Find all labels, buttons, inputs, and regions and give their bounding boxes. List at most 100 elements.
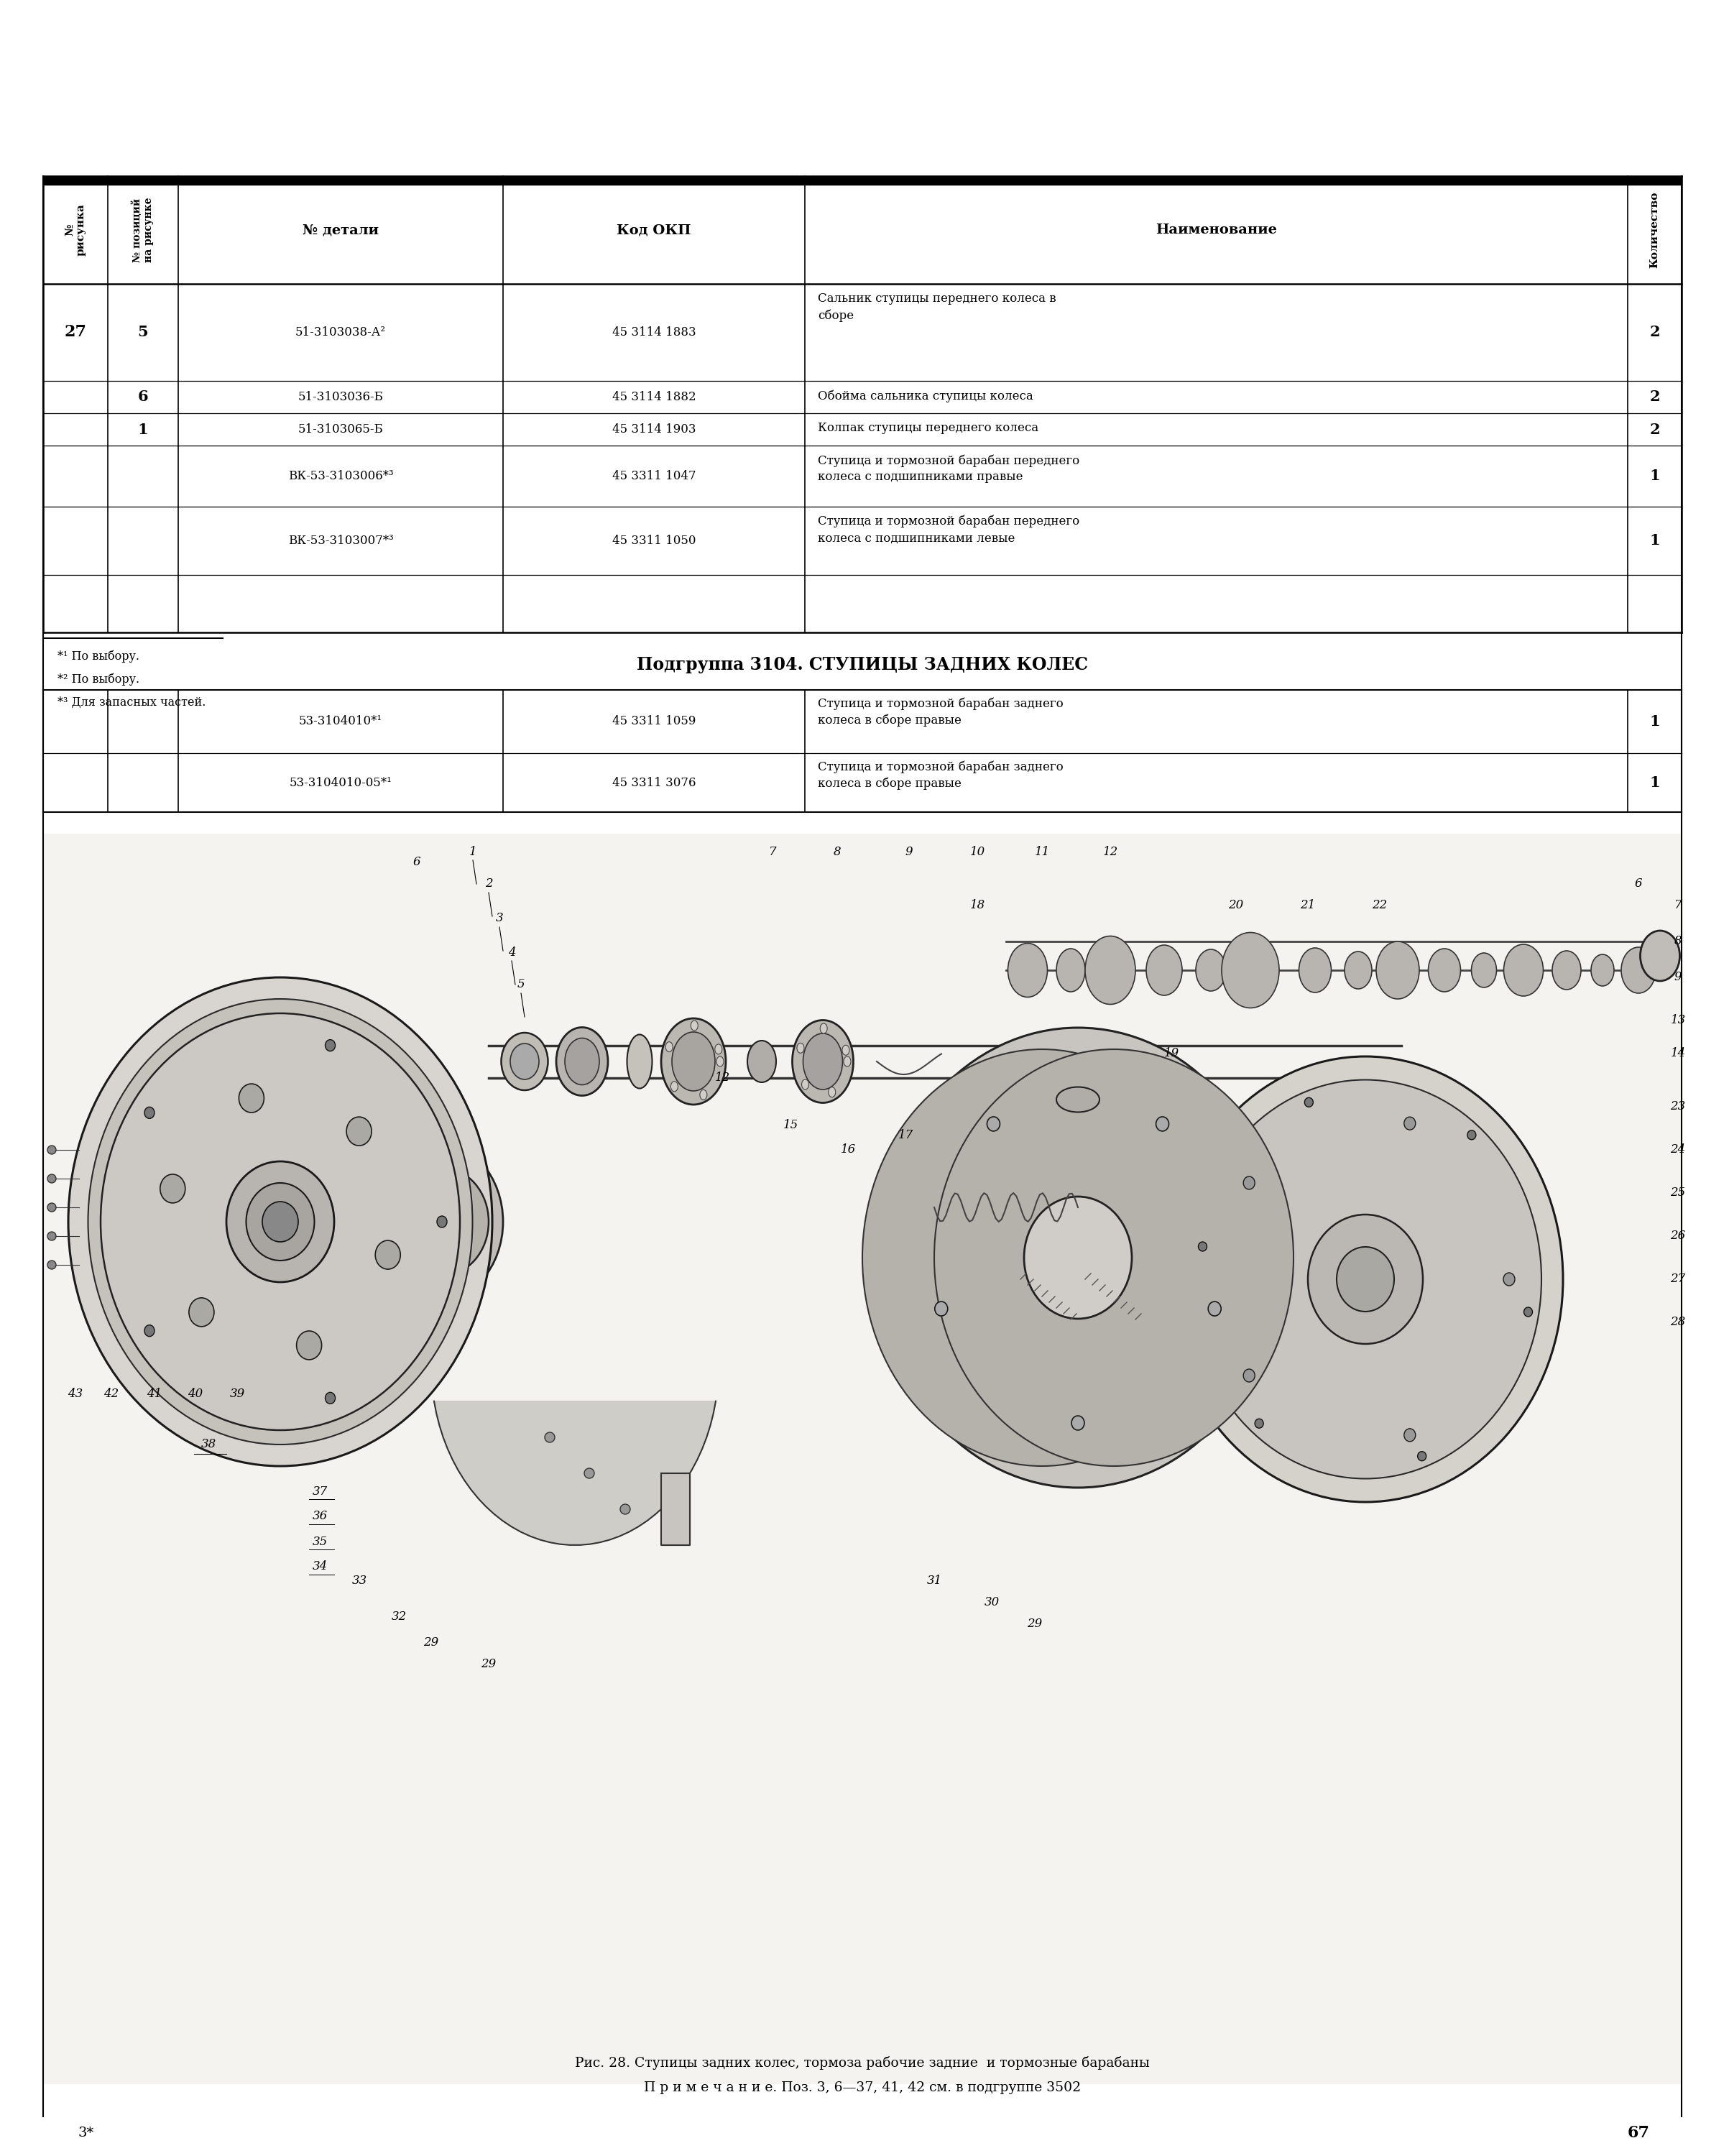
Text: Ступица и тормозной барабан переднего
колеса с подшипниками правые: Ступица и тормозной барабан переднего ко…	[818, 455, 1079, 483]
Ellipse shape	[188, 1298, 214, 1326]
Ellipse shape	[296, 1330, 322, 1360]
Ellipse shape	[1056, 949, 1086, 992]
Text: 1: 1	[469, 845, 477, 858]
Text: 11: 11	[1034, 845, 1050, 858]
Text: 32: 32	[391, 1611, 406, 1623]
Text: 1: 1	[1649, 470, 1660, 483]
Text: П р и м е ч а н и е. Поз. 3, 6—37, 41, 42 см. в подгруппе 3502: П р и м е ч а н и е. Поз. 3, 6—37, 41, 4…	[643, 2081, 1081, 2093]
Text: 29: 29	[424, 1636, 439, 1647]
Text: 43: 43	[67, 1388, 83, 1401]
Ellipse shape	[1418, 1451, 1426, 1462]
Ellipse shape	[226, 1162, 334, 1283]
Ellipse shape	[1622, 946, 1656, 994]
Ellipse shape	[47, 1175, 55, 1184]
Text: 45 3114 1883: 45 3114 1883	[612, 326, 695, 338]
Text: ВК-53-3103006*³: ВК-53-3103006*³	[289, 470, 392, 483]
Ellipse shape	[621, 1505, 631, 1514]
Ellipse shape	[565, 1039, 600, 1084]
Text: 10: 10	[970, 845, 986, 858]
Ellipse shape	[877, 1028, 1279, 1488]
Ellipse shape	[1591, 955, 1613, 985]
Text: 45 3311 3076: 45 3311 3076	[612, 776, 695, 789]
Ellipse shape	[628, 1035, 652, 1089]
Text: 16: 16	[840, 1143, 856, 1156]
Ellipse shape	[346, 1117, 372, 1145]
Text: 1: 1	[138, 423, 149, 436]
Ellipse shape	[396, 1169, 489, 1276]
Ellipse shape	[844, 1056, 851, 1067]
Text: *³ Для запасных частей.: *³ Для запасных частей.	[57, 696, 206, 709]
Text: 45 3114 1882: 45 3114 1882	[612, 390, 695, 403]
Text: 41: 41	[147, 1388, 163, 1401]
Ellipse shape	[325, 1393, 335, 1404]
Text: 21: 21	[1300, 899, 1316, 912]
Ellipse shape	[802, 1033, 842, 1089]
Text: Обойма сальника ступицы колеса: Обойма сальника ступицы колеса	[818, 390, 1034, 401]
Text: 3: 3	[496, 912, 503, 925]
Text: Ступица и тормозной барабан переднего
колеса с подшипниками левые: Ступица и тормозной барабан переднего ко…	[818, 515, 1079, 543]
Bar	[43, 834, 1682, 2085]
Polygon shape	[434, 1401, 716, 1546]
Text: 45 3311 1047: 45 3311 1047	[612, 470, 695, 483]
Ellipse shape	[797, 1044, 804, 1052]
Text: 12: 12	[714, 1072, 730, 1084]
Ellipse shape	[1404, 1429, 1416, 1442]
Ellipse shape	[934, 1050, 1293, 1466]
Ellipse shape	[557, 1028, 609, 1095]
Text: 28: 28	[1670, 1315, 1686, 1328]
Text: 34: 34	[313, 1561, 327, 1574]
Text: 8: 8	[833, 845, 840, 858]
Text: 13: 13	[1670, 1015, 1686, 1026]
Ellipse shape	[1307, 1214, 1423, 1343]
Ellipse shape	[1255, 1419, 1264, 1427]
Ellipse shape	[1146, 944, 1183, 996]
Text: 6: 6	[138, 390, 149, 405]
Text: 23: 23	[1670, 1100, 1686, 1112]
Ellipse shape	[1641, 931, 1681, 981]
Text: Ступица и тормозной барабан заднего
колеса в сборе правые: Ступица и тормозной барабан заднего коле…	[818, 696, 1063, 727]
Ellipse shape	[1345, 951, 1371, 990]
Text: 38: 38	[201, 1438, 216, 1451]
Ellipse shape	[1305, 1097, 1312, 1106]
Text: Рис. 28. Ступицы задних колес, тормоза рабочие задние  и тормозные барабаны: Рис. 28. Ступицы задних колес, тормоза р…	[576, 2057, 1150, 2070]
Text: 39: 39	[230, 1388, 246, 1401]
Ellipse shape	[325, 1039, 335, 1052]
Text: 9: 9	[906, 845, 913, 858]
Ellipse shape	[1471, 953, 1497, 987]
Text: 2: 2	[484, 877, 493, 890]
Text: 27: 27	[64, 326, 86, 341]
Ellipse shape	[671, 1082, 678, 1091]
Ellipse shape	[1376, 942, 1420, 998]
Text: 5: 5	[138, 326, 149, 338]
Text: 25: 25	[1670, 1186, 1686, 1199]
Ellipse shape	[828, 1087, 835, 1097]
Ellipse shape	[360, 1138, 503, 1304]
Text: 12: 12	[1103, 845, 1119, 858]
Ellipse shape	[1468, 1130, 1477, 1141]
Ellipse shape	[820, 1024, 826, 1033]
Text: 8: 8	[1674, 936, 1682, 949]
Ellipse shape	[1157, 1117, 1169, 1132]
Ellipse shape	[47, 1203, 55, 1212]
Text: 19: 19	[1164, 1048, 1179, 1059]
Ellipse shape	[802, 1080, 809, 1089]
Text: Колпак ступицы переднего колеса: Колпак ступицы переднего колеса	[818, 423, 1039, 433]
Text: 51-3103065-Б: 51-3103065-Б	[297, 423, 384, 436]
Text: 45 3114 1903: 45 3114 1903	[612, 423, 695, 436]
Text: Наименование: Наименование	[1155, 224, 1278, 237]
Text: 31: 31	[927, 1574, 942, 1587]
Ellipse shape	[692, 1020, 699, 1031]
Text: 9: 9	[1674, 970, 1682, 983]
Text: 40: 40	[188, 1388, 202, 1401]
Ellipse shape	[584, 1468, 595, 1479]
Text: *² По выбору.: *² По выбору.	[57, 673, 140, 686]
Text: 37: 37	[313, 1485, 327, 1496]
Ellipse shape	[714, 1044, 723, 1054]
Text: 15: 15	[783, 1119, 799, 1130]
Text: 7: 7	[1674, 899, 1682, 912]
Text: 30: 30	[984, 1595, 999, 1608]
Text: *¹ По выбору.: *¹ По выбору.	[57, 651, 140, 664]
Text: 3*: 3*	[78, 2126, 93, 2139]
Ellipse shape	[1198, 1242, 1207, 1250]
Text: 20: 20	[1228, 899, 1243, 912]
